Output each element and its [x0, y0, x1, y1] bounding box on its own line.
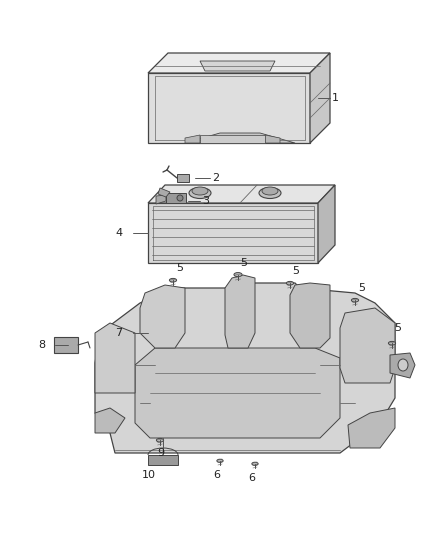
Ellipse shape	[252, 462, 258, 465]
Polygon shape	[54, 337, 78, 353]
Polygon shape	[156, 195, 166, 204]
Text: 6: 6	[213, 470, 220, 480]
Polygon shape	[135, 348, 340, 438]
Polygon shape	[185, 135, 200, 143]
Text: 5: 5	[176, 263, 183, 273]
Polygon shape	[95, 323, 135, 393]
Polygon shape	[348, 408, 395, 448]
Polygon shape	[310, 53, 330, 143]
Ellipse shape	[189, 188, 211, 198]
Ellipse shape	[234, 272, 242, 277]
Text: 5: 5	[240, 258, 247, 268]
Polygon shape	[200, 61, 275, 71]
Polygon shape	[95, 283, 395, 453]
Polygon shape	[140, 285, 185, 348]
Polygon shape	[148, 455, 178, 465]
Polygon shape	[148, 185, 335, 203]
Polygon shape	[158, 188, 170, 197]
Text: 5: 5	[358, 283, 365, 293]
Text: 7: 7	[115, 328, 122, 338]
Text: 5: 5	[394, 323, 401, 333]
Polygon shape	[166, 193, 186, 203]
Text: 9: 9	[157, 448, 164, 458]
Polygon shape	[290, 283, 330, 348]
Ellipse shape	[262, 187, 278, 195]
Ellipse shape	[177, 195, 183, 201]
Text: 6: 6	[248, 473, 255, 483]
Ellipse shape	[389, 342, 396, 345]
Text: 4: 4	[115, 228, 122, 238]
Ellipse shape	[398, 359, 408, 371]
Ellipse shape	[259, 188, 281, 198]
Polygon shape	[148, 203, 318, 263]
Ellipse shape	[192, 187, 208, 195]
Ellipse shape	[351, 298, 359, 302]
Text: 3: 3	[202, 196, 209, 206]
Text: 10: 10	[142, 470, 156, 480]
Ellipse shape	[286, 281, 293, 285]
Polygon shape	[318, 185, 335, 263]
Polygon shape	[340, 308, 395, 383]
Ellipse shape	[217, 459, 223, 462]
Polygon shape	[148, 73, 310, 143]
Polygon shape	[225, 275, 255, 348]
Polygon shape	[95, 408, 125, 433]
Polygon shape	[148, 53, 330, 73]
Ellipse shape	[156, 439, 164, 442]
Ellipse shape	[170, 278, 177, 282]
Polygon shape	[177, 174, 189, 182]
Text: 8: 8	[38, 340, 45, 350]
Text: 1: 1	[332, 93, 339, 103]
Polygon shape	[200, 135, 265, 143]
Polygon shape	[265, 135, 280, 143]
Polygon shape	[185, 133, 295, 143]
Text: 5: 5	[292, 266, 299, 276]
Polygon shape	[390, 353, 415, 378]
Text: 2: 2	[212, 173, 219, 183]
